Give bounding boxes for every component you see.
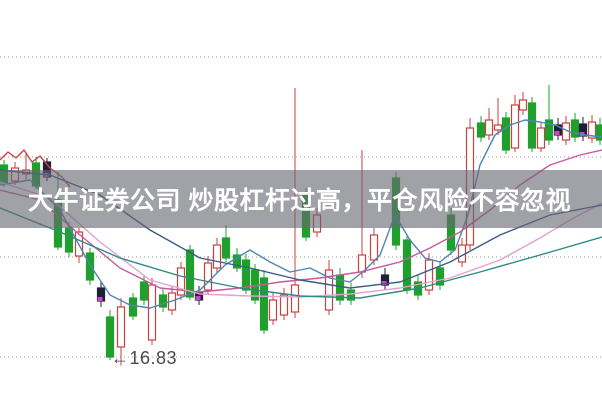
headline-banner: 大牛证券公司 炒股杠杆过高，平仓风险不容忽视 xyxy=(0,170,602,228)
low-price-annotation: ←16.83 xyxy=(111,348,178,368)
headline-text: 大牛证券公司 炒股杠杆过高，平仓风险不容忽视 xyxy=(28,187,571,215)
